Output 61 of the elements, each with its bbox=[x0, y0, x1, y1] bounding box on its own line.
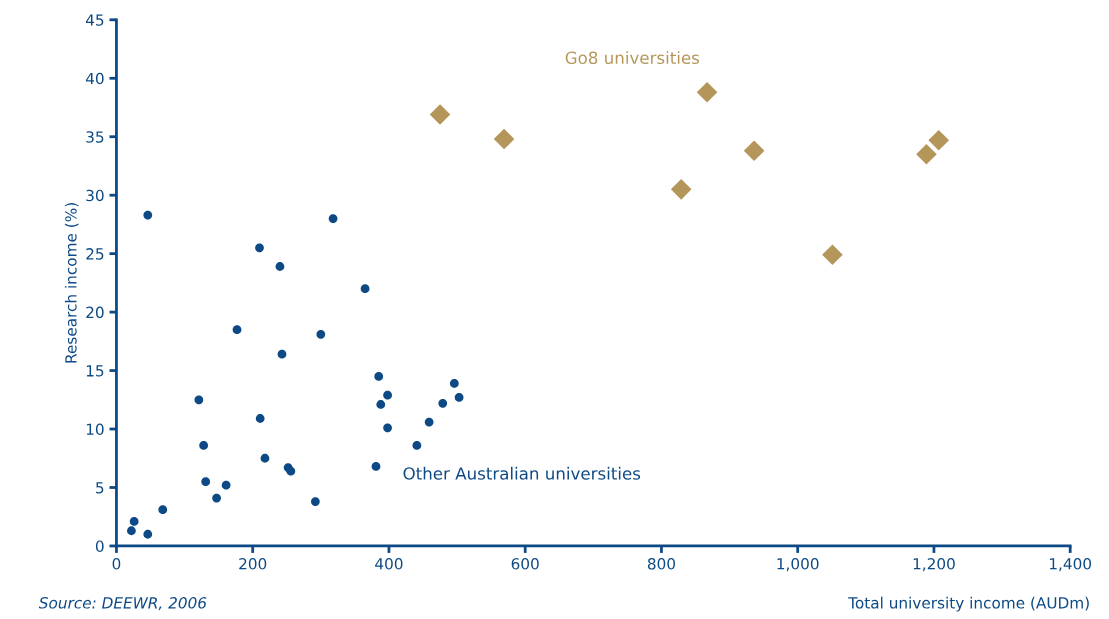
y-axis-title: Research income (%) bbox=[64, 203, 79, 363]
x-tick-label: 0 bbox=[112, 558, 121, 570]
y-tick-label: 40 bbox=[85, 72, 104, 85]
point bbox=[438, 398, 448, 408]
point bbox=[374, 372, 384, 381]
point bbox=[743, 140, 765, 162]
point bbox=[143, 210, 153, 220]
y-tick-label: 0 bbox=[95, 540, 104, 552]
point bbox=[928, 129, 950, 151]
point bbox=[328, 214, 338, 223]
point bbox=[194, 395, 204, 405]
y-tick-label: 15 bbox=[86, 365, 104, 377]
point bbox=[316, 329, 326, 339]
y-tick-label: 45 bbox=[85, 14, 104, 26]
point bbox=[454, 393, 464, 402]
point bbox=[449, 379, 459, 388]
point bbox=[424, 417, 434, 427]
point bbox=[129, 517, 139, 526]
y-tick-label: 35 bbox=[86, 131, 104, 143]
point bbox=[383, 423, 392, 433]
x-tick-label: 1,000 bbox=[777, 558, 819, 572]
point bbox=[371, 462, 381, 471]
point bbox=[221, 480, 231, 490]
y-tick-label: 25 bbox=[86, 248, 104, 260]
source-note: Source: DEEWR, 2006 bbox=[38, 597, 207, 611]
point bbox=[310, 497, 320, 506]
point bbox=[212, 493, 221, 503]
point bbox=[275, 262, 285, 271]
x-tick-label: 1,200 bbox=[913, 558, 955, 572]
y-tick-label: 5 bbox=[96, 482, 104, 494]
x-tick-label: 600 bbox=[511, 558, 539, 570]
point bbox=[670, 179, 692, 200]
point bbox=[696, 82, 718, 103]
point bbox=[277, 349, 287, 359]
y-tick-label: 30 bbox=[86, 189, 104, 202]
point bbox=[916, 143, 937, 165]
x-axis-title: Total university income (AUDm) bbox=[848, 596, 1089, 612]
point bbox=[199, 441, 209, 450]
point bbox=[383, 390, 392, 400]
x-tick-label: 800 bbox=[647, 558, 675, 570]
point bbox=[201, 477, 211, 487]
point bbox=[376, 400, 386, 409]
point bbox=[255, 243, 264, 253]
point bbox=[232, 325, 242, 335]
point bbox=[360, 284, 370, 294]
series-label: Go8 universities bbox=[565, 51, 700, 65]
point bbox=[158, 505, 168, 515]
point bbox=[822, 244, 843, 266]
y-tick-label: 10 bbox=[86, 423, 104, 436]
point bbox=[255, 414, 265, 423]
point bbox=[260, 453, 270, 463]
point bbox=[143, 529, 153, 539]
y-tick-label: 20 bbox=[86, 306, 104, 319]
point bbox=[493, 128, 515, 150]
x-tick-label: 400 bbox=[375, 558, 403, 570]
x-tick-label: 200 bbox=[239, 558, 267, 570]
point bbox=[429, 104, 451, 125]
point bbox=[412, 441, 422, 450]
series-label: Other Australian universities bbox=[403, 466, 641, 480]
point bbox=[127, 526, 136, 536]
x-tick-label: 1,400 bbox=[1049, 558, 1092, 572]
